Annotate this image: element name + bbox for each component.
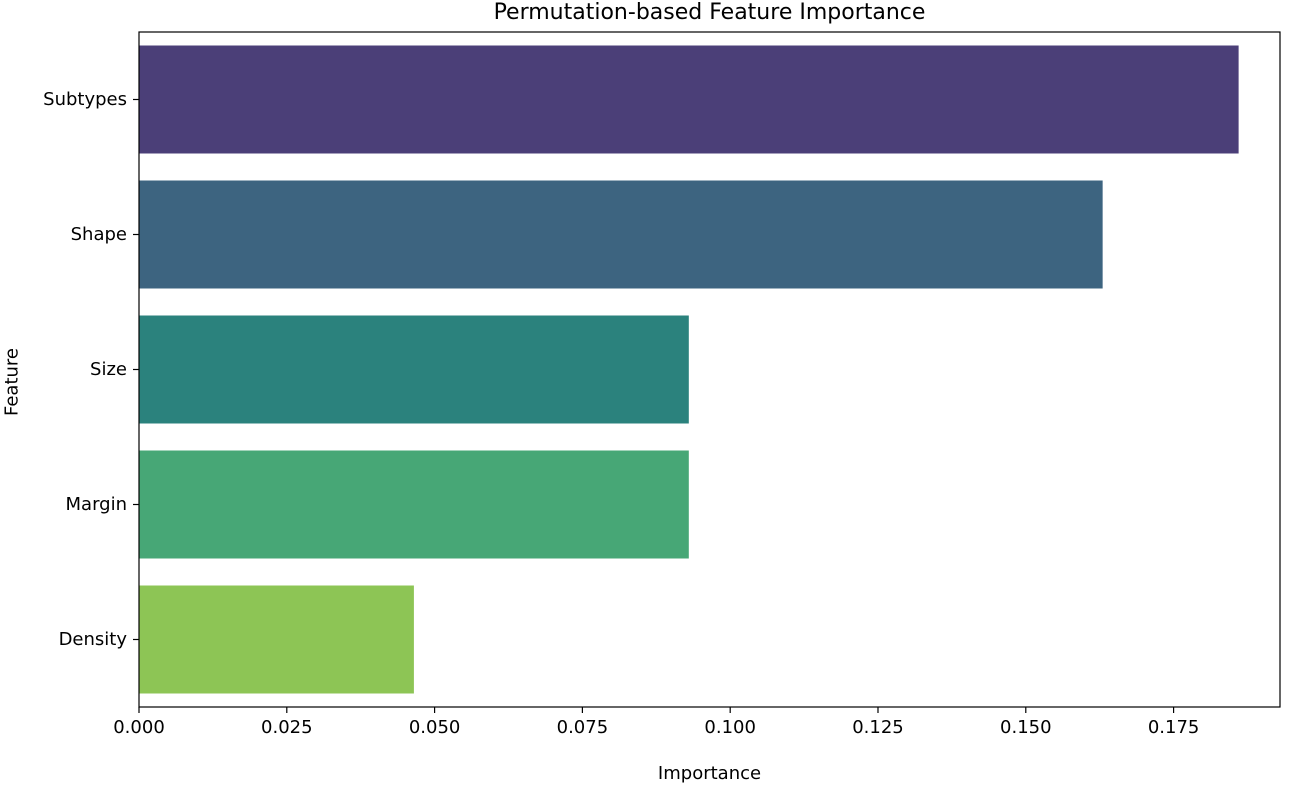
x-tick-label: 0.050 — [409, 717, 461, 738]
bar-subtypes — [139, 45, 1239, 154]
bar-size — [139, 315, 689, 424]
x-tick-label: 0.150 — [1000, 717, 1052, 738]
x-axis-ticks: 0.000 0.025 0.050 0.075 0.100 0.125 0.150 0.175 — [113, 707, 1199, 738]
bar-shape — [139, 180, 1103, 289]
bar-margin — [139, 450, 689, 559]
x-tick-label: 0.075 — [557, 717, 609, 738]
x-tick-label: 0.125 — [852, 717, 904, 738]
y-axis-ticks: Subtypes Shape Size Margin Density — [43, 89, 139, 650]
x-tick-label: 0.100 — [704, 717, 756, 738]
chart-title: Permutation-based Feature Importance — [493, 0, 926, 25]
bar-density — [139, 585, 414, 694]
y-tick-label: Density — [59, 629, 128, 650]
y-tick-label: Size — [90, 359, 127, 380]
y-tick-label: Margin — [66, 494, 127, 515]
y-tick-label: Shape — [71, 224, 127, 245]
x-axis-label: Importance — [657, 763, 762, 784]
y-axis-label: Feature — [1, 347, 23, 417]
x-tick-label: 0.025 — [261, 717, 313, 738]
x-tick-label: 0.175 — [1148, 717, 1200, 738]
x-tick-label: 0.000 — [113, 717, 165, 738]
bars-group — [139, 45, 1239, 694]
y-tick-label: Subtypes — [43, 89, 127, 110]
